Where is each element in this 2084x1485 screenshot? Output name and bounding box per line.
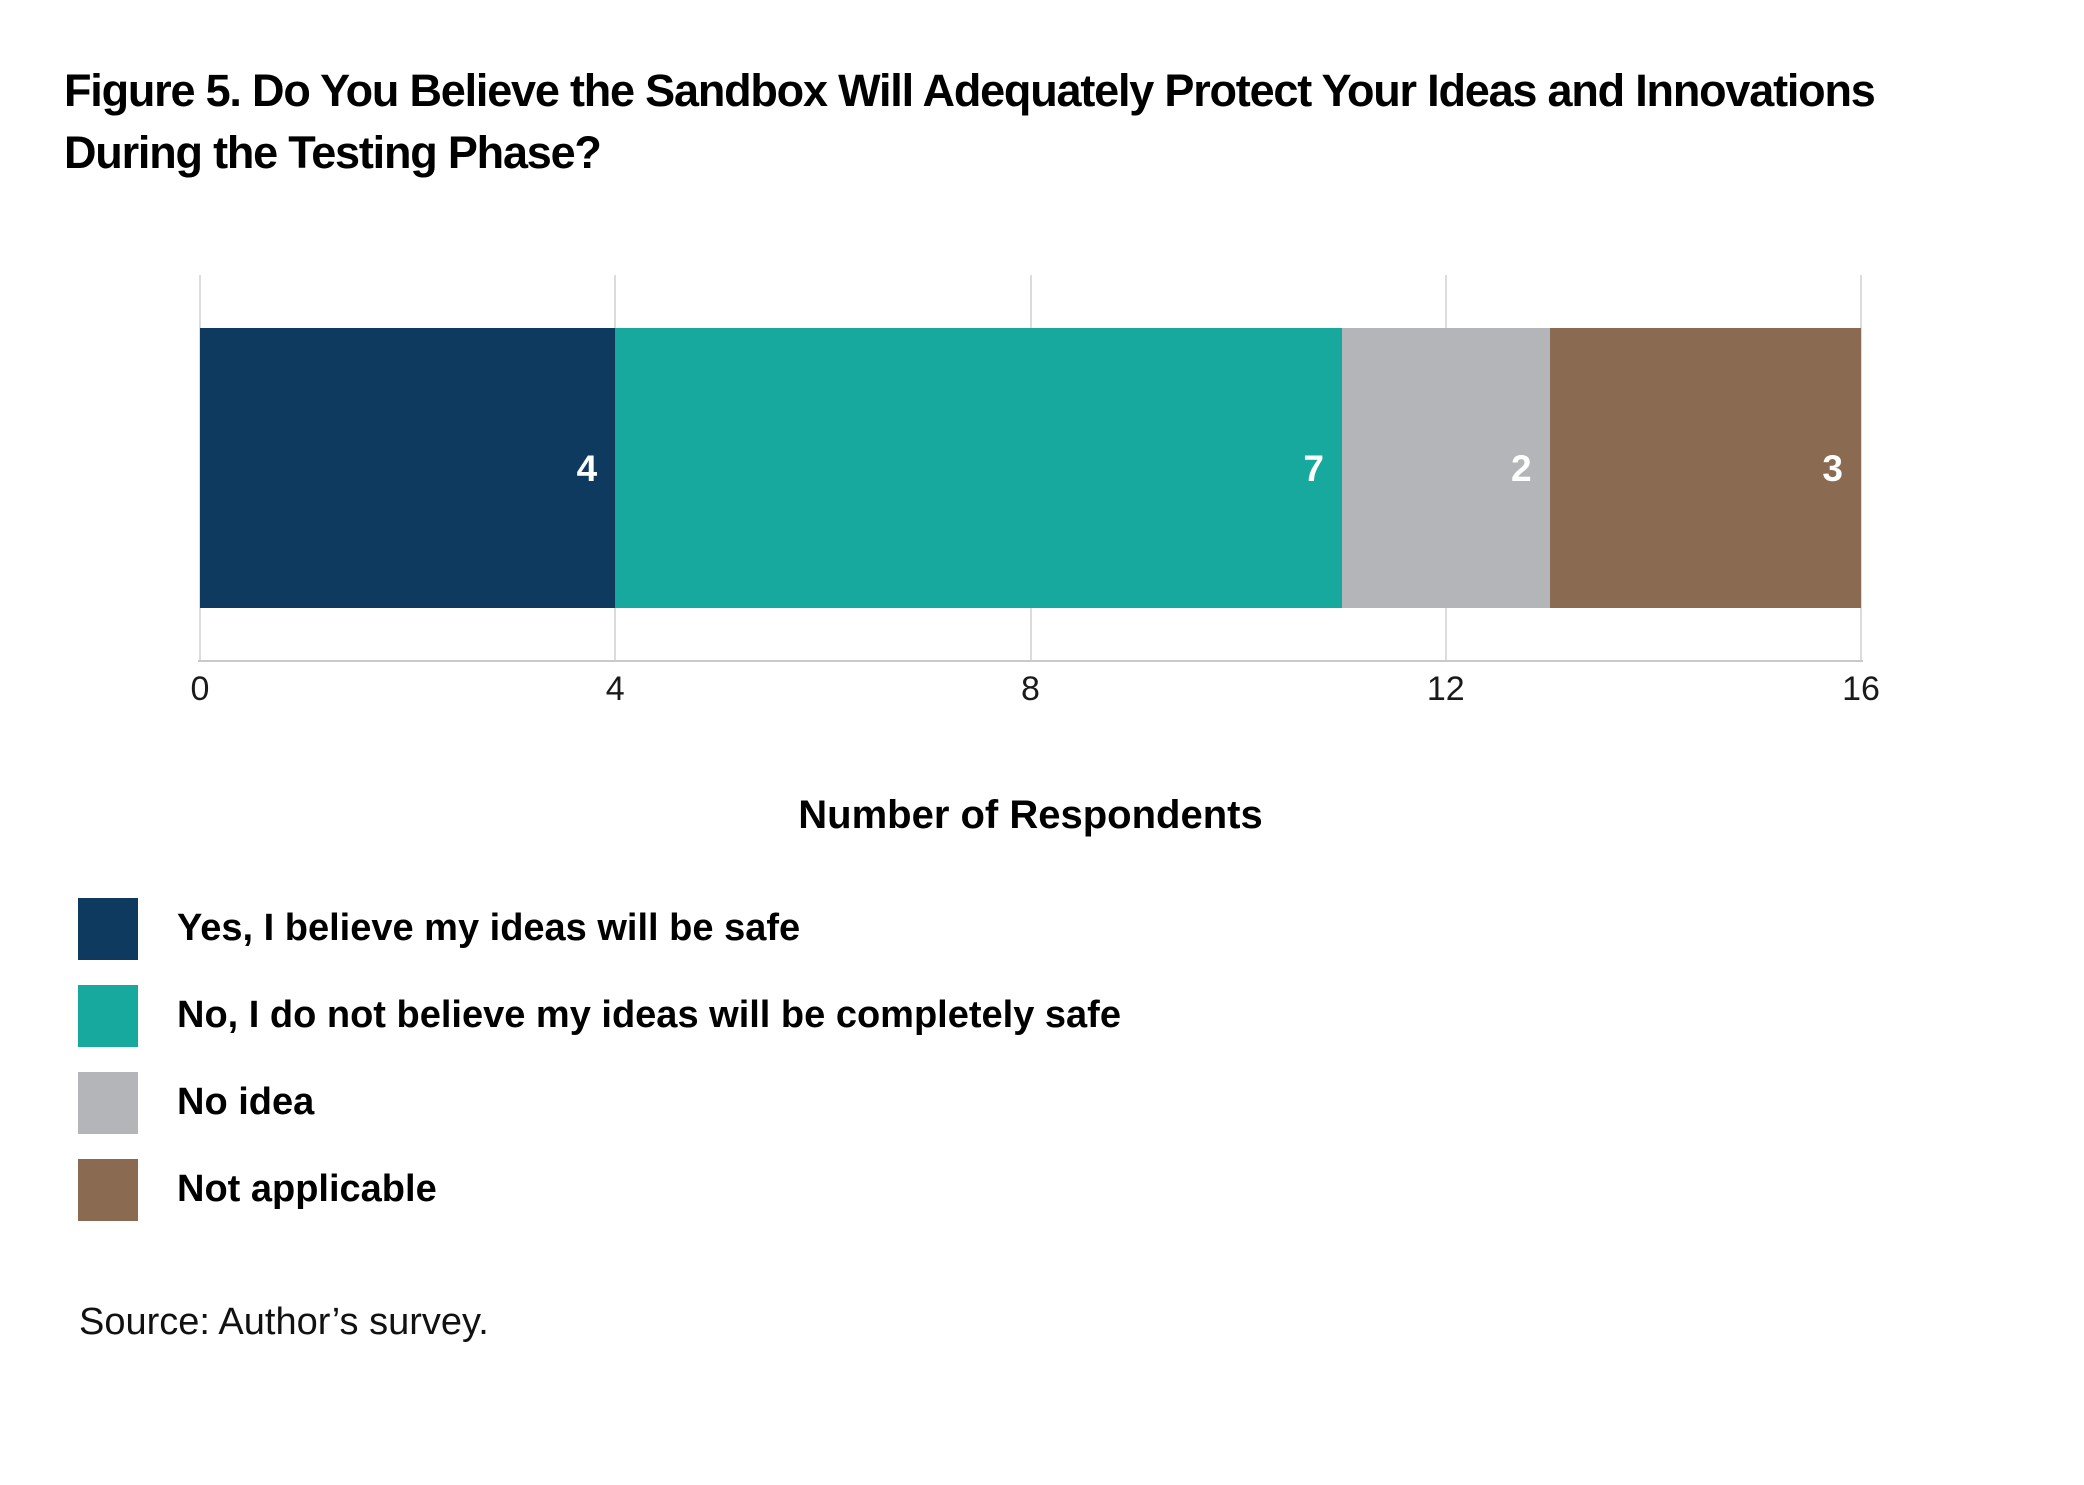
legend-swatch <box>78 898 138 960</box>
x-tick-label: 4 <box>605 670 625 708</box>
legend: Yes, I believe my ideas will be safe No, … <box>78 898 1121 1246</box>
segment-value-label: 4 <box>576 447 598 489</box>
legend-swatch <box>78 1072 138 1134</box>
x-axis-title: Number of Respondents <box>798 793 1263 837</box>
legend-swatch <box>78 985 138 1047</box>
segment-value-label: 2 <box>1510 447 1532 489</box>
legend-label: No, I do not believe my ideas will be co… <box>177 994 1121 1037</box>
legend-item: Yes, I believe my ideas will be safe <box>78 898 1121 960</box>
segment-value-label: 7 <box>1303 447 1324 489</box>
legend-swatch <box>78 1159 138 1221</box>
x-axis-line <box>198 660 1863 662</box>
legend-label: Not applicable <box>177 1168 437 1211</box>
bar-segment: 2 <box>1341 328 1550 608</box>
source-note: Source: Author’s survey. <box>79 1301 489 1343</box>
legend-label: Yes, I believe my ideas will be safe <box>177 907 801 950</box>
bar-segment: 3 <box>1549 328 1861 608</box>
legend-label: No idea <box>177 1081 315 1124</box>
legend-item: Not applicable <box>78 1159 1121 1221</box>
x-tick-label: 8 <box>1021 670 1040 708</box>
legend-item: No, I do not believe my ideas will be co… <box>78 985 1121 1047</box>
x-tick-label: 16 <box>1842 670 1880 708</box>
segment-value-label: 3 <box>1822 447 1843 489</box>
stacked-bar: 4 7 2 3 <box>200 328 1861 608</box>
figure-title: Figure 5. Do You Believe the Sandbox Wil… <box>64 65 1876 179</box>
bar-segment: 4 <box>200 328 616 608</box>
gridline <box>1860 275 1862 662</box>
x-tick-label: 12 <box>1426 670 1465 708</box>
plot-area: 4 7 2 3 0 4 8 12 16 <box>191 275 1880 706</box>
x-tick-label: 0 <box>190 670 210 708</box>
legend-item: No idea <box>78 1072 1121 1134</box>
bar-segment: 7 <box>615 328 1342 608</box>
